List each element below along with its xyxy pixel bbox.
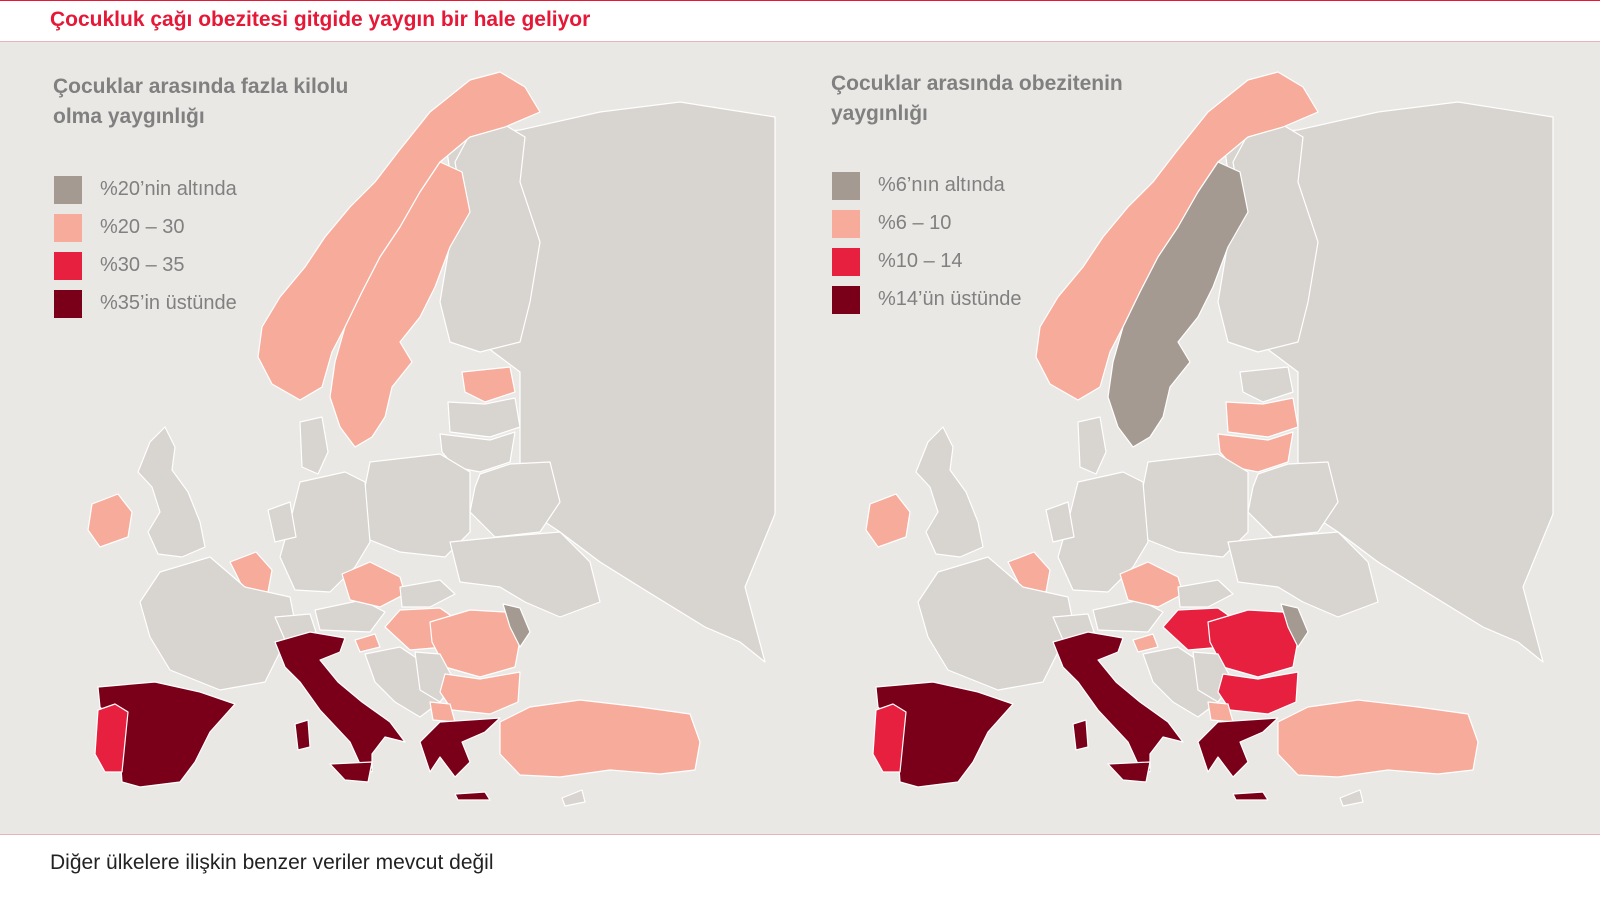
legend-swatch bbox=[54, 252, 82, 280]
country-austria bbox=[314, 599, 386, 633]
legend-swatch bbox=[832, 286, 860, 314]
europe-map-obesity bbox=[865, 71, 1554, 807]
country-denmark bbox=[1077, 416, 1107, 475]
country-latvia bbox=[1225, 397, 1299, 438]
country-sardinia bbox=[1072, 719, 1089, 751]
bottom-rule bbox=[0, 834, 1600, 835]
country-belarus bbox=[1247, 461, 1339, 538]
country-romania bbox=[429, 609, 521, 678]
country-belarus bbox=[469, 461, 561, 538]
country-ukraine bbox=[1227, 531, 1379, 618]
country-latvia bbox=[447, 397, 521, 438]
country-moldova bbox=[502, 603, 531, 648]
top-rule bbox=[0, 0, 1600, 1]
legend-swatch bbox=[832, 248, 860, 276]
map-panel-obesity: Çocuklar arasında obezitenin yaygınlığı … bbox=[778, 42, 1578, 834]
country-turkey bbox=[499, 699, 701, 778]
country-cyprus bbox=[561, 789, 586, 807]
country-ukraine bbox=[449, 531, 601, 618]
country-greece bbox=[419, 717, 501, 778]
country-norway bbox=[1035, 71, 1319, 401]
legend-label: %30 – 35 bbox=[100, 254, 185, 276]
page-headline: Çocukluk çağı obezitesi gitgide yaygın b… bbox=[50, 8, 591, 31]
legend-label: %6’nın altında bbox=[878, 174, 1005, 196]
legend-label: %35’in üstünde bbox=[100, 292, 237, 314]
country-sardinia bbox=[294, 719, 311, 751]
country-uk bbox=[137, 426, 206, 558]
country-sicily bbox=[1107, 761, 1151, 783]
legend-swatch bbox=[54, 176, 82, 204]
country-bulgaria bbox=[439, 671, 521, 715]
legend-swatch bbox=[832, 172, 860, 200]
country-ireland bbox=[87, 493, 133, 548]
country-italy bbox=[274, 631, 406, 773]
country-moldova bbox=[1280, 603, 1309, 648]
europe-map-overweight bbox=[87, 71, 776, 807]
country-france bbox=[139, 556, 296, 691]
country-crete bbox=[1232, 791, 1269, 801]
country-netherlands bbox=[1045, 501, 1075, 543]
legend-label: %14’ün üstünde bbox=[878, 288, 1022, 310]
legend-label: %20’nin altında bbox=[100, 178, 237, 200]
map-title-line1: Çocuklar arasında fazla kilolu bbox=[53, 75, 349, 98]
legend-swatch bbox=[54, 214, 82, 242]
country-lithuania bbox=[439, 431, 516, 473]
country-slovakia bbox=[399, 579, 456, 608]
country-romania bbox=[1207, 609, 1299, 678]
legend-swatch bbox=[54, 290, 82, 318]
map-panel-overweight: Çocuklar arasında fazla kilolu olma yayg… bbox=[0, 42, 800, 834]
country-estonia bbox=[1239, 366, 1294, 403]
country-austria bbox=[1092, 599, 1164, 633]
legend-label: %20 – 30 bbox=[100, 216, 185, 238]
map-title-line2: yaygınlığı bbox=[831, 102, 928, 125]
maps-panel: Çocuklar arasında fazla kilolu olma yayg… bbox=[0, 42, 1600, 834]
map-title: Çocuklar arasında obezitenin yaygınlığı bbox=[831, 69, 1251, 129]
country-sweden bbox=[1107, 161, 1249, 448]
country-lithuania bbox=[1217, 431, 1294, 473]
country-france bbox=[917, 556, 1074, 691]
country-bulgaria bbox=[1217, 671, 1299, 715]
country-greece bbox=[1197, 717, 1279, 778]
legend-label: %10 – 14 bbox=[878, 250, 963, 272]
country-estonia bbox=[461, 366, 516, 403]
legend-label: %6 – 10 bbox=[878, 212, 952, 234]
legend-swatch bbox=[832, 210, 860, 238]
country-ireland bbox=[865, 493, 911, 548]
map-title-line2: olma yaygınlığı bbox=[53, 105, 205, 128]
country-cyprus bbox=[1339, 789, 1364, 807]
map-title-line1: Çocuklar arasında obezitenin bbox=[831, 72, 1123, 95]
country-sicily bbox=[329, 761, 373, 783]
country-slovenia bbox=[1132, 633, 1159, 653]
country-portugal bbox=[872, 703, 907, 773]
country-uk bbox=[915, 426, 984, 558]
country-sweden bbox=[329, 161, 471, 448]
footnote: Diğer ülkelere ilişkin benzer veriler me… bbox=[50, 851, 494, 874]
country-crete bbox=[454, 791, 491, 801]
map-title: Çocuklar arasında fazla kilolu olma yayg… bbox=[53, 72, 473, 132]
title-rule bbox=[0, 41, 1600, 42]
country-norway bbox=[257, 71, 541, 401]
country-slovakia bbox=[1177, 579, 1234, 608]
country-denmark bbox=[299, 416, 329, 475]
country-slovenia bbox=[354, 633, 381, 653]
country-portugal bbox=[94, 703, 129, 773]
country-turkey bbox=[1277, 699, 1479, 778]
country-italy bbox=[1052, 631, 1184, 773]
country-netherlands bbox=[267, 501, 297, 543]
